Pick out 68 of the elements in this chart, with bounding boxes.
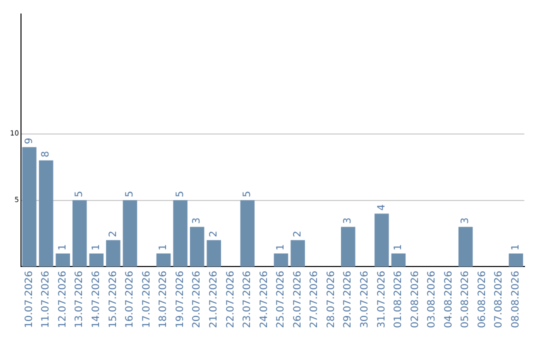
x-tick-label: 11.07.2026	[40, 270, 52, 328]
x-tick-label: 21.07.2026	[208, 270, 220, 328]
bar	[458, 226, 473, 267]
x-tick-label: 13.07.2026	[74, 270, 86, 328]
x-tick-label: 15.07.2026	[108, 270, 119, 328]
data-label: 1	[393, 244, 404, 250]
x-tick-label: 03.08.2026	[426, 270, 438, 328]
bar	[274, 253, 288, 267]
x-tick-label: 31.07.2026	[376, 270, 388, 328]
bar	[173, 200, 188, 267]
bar	[22, 147, 36, 267]
data-label: 2	[108, 230, 119, 238]
bar	[106, 240, 120, 267]
data-label: 1	[276, 244, 287, 250]
bar	[89, 253, 104, 267]
data-label: 9	[24, 138, 35, 144]
bar	[374, 214, 389, 267]
data-label: 4	[376, 204, 388, 211]
x-tick-label: 17.07.2026	[141, 270, 152, 328]
bar	[72, 200, 87, 267]
data-label: 1	[510, 244, 522, 250]
x-tick-label: 25.07.2026	[276, 270, 287, 328]
data-label: 3	[460, 217, 472, 224]
x-tick-label: 07.08.2026	[494, 270, 505, 328]
x-tick-label: 24.07.2026	[258, 270, 270, 328]
x-tick-label: 02.08.2026	[410, 270, 421, 328]
x-tick-label: 10.07.2026	[24, 270, 35, 328]
x-tick-label: 12.07.2026	[57, 270, 68, 328]
data-label: 5	[242, 190, 254, 198]
x-tick-label: 30.07.2026	[360, 270, 370, 328]
bar	[38, 160, 54, 267]
x-tick-label: 08.08.2026	[510, 270, 522, 328]
x-tick-label: 20.07.2026	[192, 270, 203, 328]
x-tick-label: 14.07.2026	[91, 270, 102, 328]
data-label: 5	[74, 190, 86, 198]
data-label: 1	[158, 244, 170, 250]
x-tick-label: 22.07.2026	[225, 270, 236, 328]
data-label: 2	[292, 230, 304, 238]
data-label: 1	[57, 244, 68, 250]
data-label: 2	[208, 230, 220, 238]
x-tick-label: 29.07.2026	[342, 270, 354, 328]
bar	[340, 226, 356, 267]
x-tick-label: 05.08.2026	[460, 270, 472, 328]
data-label: 1	[91, 244, 102, 250]
x-tick-label: 27.07.2026	[309, 270, 320, 328]
x-tick-label: 16.07.2026	[124, 270, 136, 328]
data-label: 5	[124, 190, 136, 198]
x-tick-label: 19.07.2026	[174, 270, 186, 328]
x-tick-label: 23.07.2026	[242, 270, 254, 328]
data-label: 8	[40, 151, 52, 158]
x-tick-label: 06.08.2026	[476, 270, 488, 328]
bar	[290, 240, 305, 267]
x-tick-label: 04.08.2026	[443, 270, 454, 328]
bar	[190, 226, 204, 267]
x-tick-label: 01.08.2026	[393, 270, 404, 328]
bar	[240, 200, 255, 267]
bar	[508, 253, 524, 267]
bar	[122, 200, 138, 267]
bar	[206, 240, 222, 267]
x-tick-label: 28.07.2026	[326, 270, 337, 328]
data-label: 3	[342, 217, 354, 224]
x-tick-label: 18.07.2026	[158, 270, 170, 328]
bar	[391, 253, 406, 267]
data-label: 5	[174, 190, 186, 198]
x-tick-label: 26.07.2026	[292, 270, 304, 328]
bar	[56, 253, 70, 267]
bar	[156, 253, 171, 267]
data-label: 3	[192, 217, 203, 224]
